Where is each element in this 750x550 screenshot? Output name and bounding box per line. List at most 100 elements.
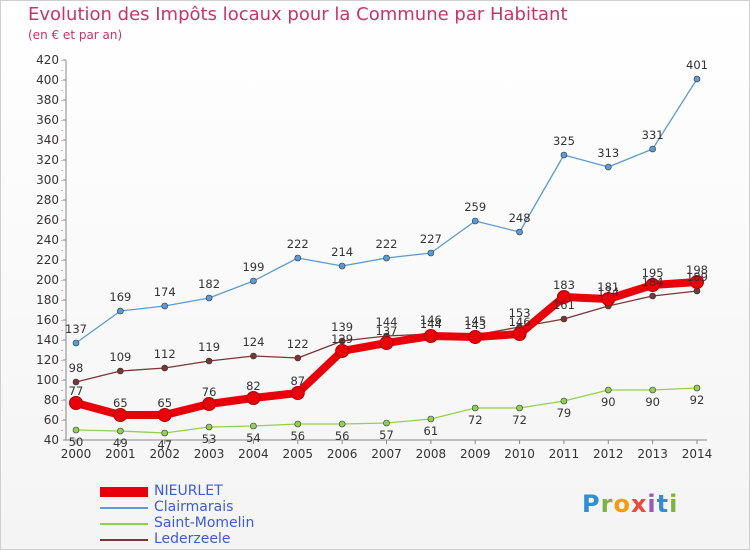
data-label: 181: [597, 280, 619, 294]
data-label: 82: [246, 379, 261, 393]
data-point: [649, 145, 656, 153]
y-tick-label: 220: [36, 253, 59, 267]
data-point: [379, 336, 394, 350]
x-tick-label: 2006: [327, 447, 358, 461]
data-point: [471, 404, 479, 412]
x-tick-label: 2004: [238, 447, 269, 461]
chart-title: Evolution des Impôts locaux pour la Comm…: [28, 4, 568, 25]
data-label: 92: [690, 393, 705, 407]
data-point: [516, 404, 523, 412]
y-tick-label: 40: [44, 433, 59, 447]
x-tick-label: 2011: [549, 447, 580, 461]
data-label: 139: [331, 320, 353, 334]
data-label: 214: [331, 245, 353, 259]
x-tick-label: 2010: [504, 447, 535, 461]
legend-label: Lederzeele: [154, 531, 231, 547]
y-tick-label: 60: [44, 413, 59, 427]
x-tick-label: 2009: [460, 447, 491, 461]
data-label: 90: [601, 395, 616, 409]
data-point: [246, 391, 261, 405]
data-point: [338, 262, 346, 270]
legend-swatch: [100, 523, 148, 525]
data-label: 57: [379, 428, 394, 442]
logo-letter: t: [656, 490, 670, 518]
y-tick-label: 180: [36, 293, 59, 307]
data-label: 56: [290, 429, 305, 443]
x-tick-label: 2001: [105, 447, 136, 461]
data-point: [290, 386, 305, 400]
data-point: [205, 357, 213, 365]
data-label: 222: [376, 237, 398, 251]
data-point: [383, 419, 390, 427]
data-point: [335, 344, 350, 358]
data-point: [205, 423, 213, 431]
data-label: 72: [468, 413, 483, 427]
data-label: 112: [154, 347, 176, 361]
logo-letter: r: [600, 490, 614, 518]
data-point: [693, 75, 701, 83]
data-point: [560, 315, 568, 323]
y-tick-label: 420: [36, 53, 59, 67]
legend-label: Clairmarais: [154, 499, 234, 515]
data-point: [294, 354, 302, 362]
legend-label: NIEURLET: [154, 483, 223, 499]
data-point: [113, 408, 128, 422]
data-label: 109: [109, 350, 131, 364]
chart-subtitle: (en € et par an): [28, 28, 123, 42]
data-label: 227: [420, 232, 442, 246]
data-point: [250, 352, 257, 360]
x-tick-label: 2005: [283, 447, 314, 461]
data-point: [72, 426, 80, 434]
data-label: 195: [642, 266, 664, 280]
data-label: 119: [198, 340, 220, 354]
data-label: 65: [113, 396, 128, 410]
data-label: 184: [642, 275, 664, 289]
data-point: [202, 397, 217, 411]
legend-label: Saint-Momelin: [154, 515, 255, 531]
data-label: 144: [376, 315, 398, 329]
data-point: [471, 217, 479, 225]
data-label: 90: [645, 395, 660, 409]
data-point: [604, 386, 612, 394]
data-point: [161, 429, 169, 437]
data-point: [649, 292, 656, 300]
data-point: [250, 422, 257, 430]
data-label: 174: [597, 285, 619, 299]
data-point: [427, 249, 435, 257]
y-tick-label: 280: [36, 193, 59, 207]
y-tick-label: 320: [36, 153, 59, 167]
y-tick-label: 300: [36, 173, 59, 187]
data-label: 222: [287, 237, 309, 251]
y-tick-label: 380: [36, 93, 59, 107]
x-tick-label: 2000: [61, 447, 92, 461]
data-label: 50: [69, 435, 84, 449]
y-tick-label: 80: [44, 393, 59, 407]
x-tick-label: 2014: [682, 447, 713, 461]
data-point: [69, 396, 83, 410]
data-label: 146: [420, 313, 442, 327]
data-label: 98: [69, 361, 84, 375]
data-label: 161: [553, 298, 575, 312]
data-label: 153: [509, 306, 531, 320]
y-tick-label: 240: [36, 233, 59, 247]
data-label: 145: [464, 314, 486, 328]
data-point: [294, 254, 302, 262]
data-label: 189: [686, 270, 708, 284]
logo-letter: x: [630, 490, 648, 518]
y-tick-label: 160: [36, 313, 59, 327]
data-label: 313: [597, 146, 619, 160]
data-point: [556, 290, 571, 304]
data-point: [294, 420, 302, 428]
x-tick-label: 2012: [593, 447, 624, 461]
data-point: [560, 397, 568, 405]
data-point: [117, 307, 124, 315]
data-label: 183: [553, 278, 575, 292]
data-label: 144: [420, 317, 442, 331]
logo-letter: o: [613, 490, 631, 518]
y-tick-label: 260: [36, 213, 59, 227]
data-point: [157, 408, 172, 422]
y-tick-label: 340: [36, 133, 59, 147]
data-point: [560, 151, 568, 159]
x-tick-label: 2007: [371, 447, 402, 461]
